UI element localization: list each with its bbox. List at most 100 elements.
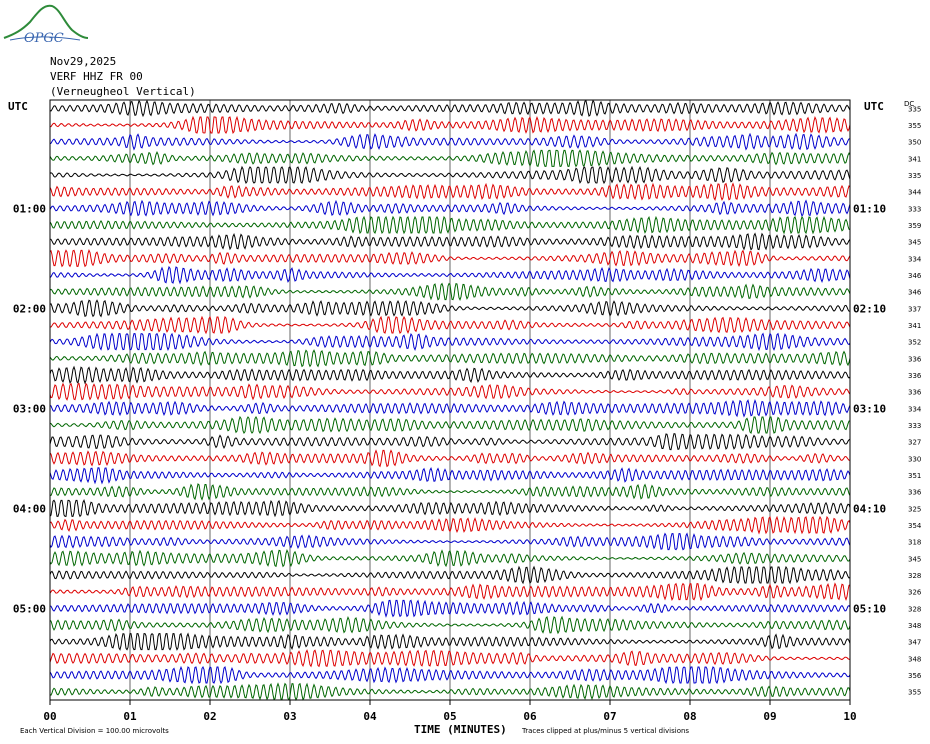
dc-offset-label: 327 [908, 439, 921, 447]
seismic-trace [49, 433, 851, 451]
dc-title: DC [904, 100, 914, 108]
dc-offset-label: 325 [908, 505, 921, 513]
dc-offset-label: 318 [908, 539, 921, 547]
seismic-trace [49, 649, 851, 668]
dc-offset-label: 350 [908, 139, 921, 147]
left-time-label: 01:00 [13, 202, 46, 215]
dc-offset-label: 333 [908, 205, 921, 213]
left-time-label: 05:00 [13, 602, 46, 615]
right-time-label: 01:10 [853, 202, 886, 215]
plot-grid [49, 100, 851, 700]
seismic-trace [49, 349, 851, 368]
x-tick-label: 09 [763, 710, 776, 723]
dc-offset-label: 326 [908, 589, 922, 597]
x-tick-label: 03 [283, 710, 296, 723]
dc-offset-label: 341 [908, 322, 921, 330]
x-tick-label: 06 [523, 710, 537, 723]
right-time-label: 05:10 [853, 602, 886, 615]
seismic-trace [49, 632, 851, 651]
dc-offset-label: 346 [908, 272, 922, 280]
label-group: 00 01 02 03 04 05 06 07 08 09 10 335 355 350 341 335 344… [13, 105, 922, 723]
dc-offset-label: 348 [908, 622, 921, 630]
dc-offset-label: 352 [908, 339, 921, 347]
scale-note: Each Vertical Division = 100.00 microvol… [20, 727, 169, 735]
dc-offset-label: 328 [908, 572, 921, 580]
seismic-trace [49, 132, 851, 151]
dc-offset-label: 328 [908, 605, 921, 613]
seismic-trace [49, 165, 851, 185]
dc-offset-label: 345 [908, 239, 921, 247]
dc-offset-label: 341 [908, 155, 921, 163]
seismic-trace [49, 248, 851, 268]
seismic-trace [49, 315, 851, 335]
x-tick-label: 00 [43, 710, 56, 723]
seismic-trace [49, 382, 851, 401]
seismic-trace [49, 515, 851, 535]
dc-offset-label: 336 [908, 389, 922, 397]
dc-offset-label: 344 [908, 189, 922, 197]
seismic-trace [49, 565, 851, 585]
header-station: VERF HHZ FR 00 [50, 70, 143, 83]
left-time-label: 03:00 [13, 402, 46, 415]
right-time-label: 04:10 [853, 502, 886, 515]
dc-offset-label: 330 [908, 455, 921, 463]
seismic-trace [49, 499, 851, 518]
seismic-trace [49, 232, 851, 251]
header-location: (Verneugheol Vertical) [50, 85, 196, 98]
dc-offset-label: 356 [908, 672, 922, 680]
dc-offset-label: 335 [908, 105, 921, 113]
dc-offset-label: 333 [908, 422, 921, 430]
x-tick-label: 05 [443, 710, 456, 723]
dc-offset-label: 334 [908, 255, 922, 263]
dc-offset-label: 336 [908, 355, 922, 363]
seismic-trace [49, 282, 851, 301]
seismic-trace [49, 449, 851, 468]
dc-offset-label: 334 [908, 405, 922, 413]
dc-offset-label: 336 [908, 489, 922, 497]
dc-offset-label: 336 [908, 372, 922, 380]
seismic-trace [49, 299, 851, 318]
x-tick-label: 08 [683, 710, 696, 723]
x-tick-label: 04 [363, 710, 377, 723]
dc-offset-label: 348 [908, 655, 921, 663]
dc-offset-label: 345 [908, 555, 921, 563]
left-time-label: 04:00 [13, 502, 46, 515]
left-time-label: 02:00 [13, 302, 46, 315]
dc-offset-label: 355 [908, 122, 921, 130]
seismic-trace [49, 365, 851, 385]
right-axis-title: UTC [864, 100, 884, 113]
seismic-trace [49, 599, 851, 618]
dc-offset-label: 355 [908, 689, 921, 697]
seismic-trace [49, 483, 851, 501]
seismic-trace [49, 548, 851, 568]
dc-offset-label: 347 [908, 639, 921, 647]
x-axis-label: TIME (MINUTES) [414, 723, 507, 736]
seismic-trace [49, 215, 851, 235]
right-time-label: 02:10 [853, 302, 886, 315]
seismic-trace [49, 398, 851, 418]
seismic-trace [49, 582, 851, 602]
dc-offset-label: 335 [908, 172, 921, 180]
trace-group [49, 99, 851, 701]
seismic-trace [49, 532, 851, 551]
dc-offset-label: 346 [908, 289, 922, 297]
seismic-trace [49, 99, 851, 118]
seismic-trace [49, 115, 851, 134]
clip-note: Traces clipped at plus/minus 5 vertical … [521, 727, 689, 735]
dc-offset-label: 359 [908, 222, 921, 230]
x-tick-label: 02 [203, 710, 216, 723]
seismic-trace [49, 415, 851, 435]
seismic-trace [49, 332, 851, 352]
x-tick-label: 10 [843, 710, 856, 723]
x-tick-label: 01 [123, 710, 137, 723]
header-date: Nov29,2025 [50, 55, 117, 68]
seismic-trace [49, 182, 851, 201]
seismic-trace [49, 665, 851, 685]
left-axis-title: UTC [8, 100, 28, 113]
opgc-logo: OPGC [3, 4, 89, 46]
dc-offset-label: 351 [908, 472, 921, 480]
dc-offset-label: 337 [908, 305, 921, 313]
dc-offset-label: 354 [908, 522, 922, 530]
seismic-trace [49, 615, 851, 635]
